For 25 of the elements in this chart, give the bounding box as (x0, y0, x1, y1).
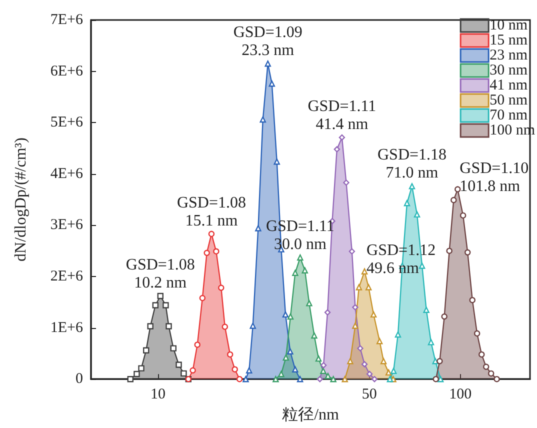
annotation: GSD=1.08 10.2 nm (126, 256, 195, 292)
legend-label: 23 nm (490, 48, 528, 64)
annotation: GSD=1.10 101.8 nm (460, 160, 529, 195)
y-tick-label: 0 (76, 371, 83, 388)
x-tick-label: 10 (150, 386, 166, 403)
x-tick-label: 50 (362, 386, 377, 403)
legend-label: 50 nm (490, 92, 528, 108)
y-tick-label: 6E+6 (50, 63, 84, 80)
y-axis-title: dN/dlogDp/(#/cm³) (12, 138, 30, 262)
y-tick-label: 2E+6 (50, 268, 84, 284)
y-tick-label: 1E+6 (50, 320, 84, 336)
legend-label: 41 nm (490, 78, 528, 94)
legend-label: 30 nm (490, 62, 528, 78)
annotation: GSD=1.11 41.4 nm (308, 98, 376, 133)
y-tick-label: 5E+6 (50, 114, 84, 131)
annotation: GSD=1.09 23.3 nm (233, 24, 302, 60)
legend-label: 15 nm (490, 32, 528, 48)
y-tick-label: 4E+6 (50, 166, 84, 182)
annotation: GSD=1.18 71.0 nm (377, 146, 447, 182)
legend-label: 70 nm (490, 108, 528, 124)
y-tick-label: 3E+6 (50, 217, 84, 234)
annotation: GSD=1.08 15.1 nm (176, 194, 246, 230)
x-axis-title: 粒径/nm (282, 406, 340, 424)
x-tick-label: 100 (449, 386, 472, 403)
y-tick-label: 7E+6 (50, 12, 84, 28)
